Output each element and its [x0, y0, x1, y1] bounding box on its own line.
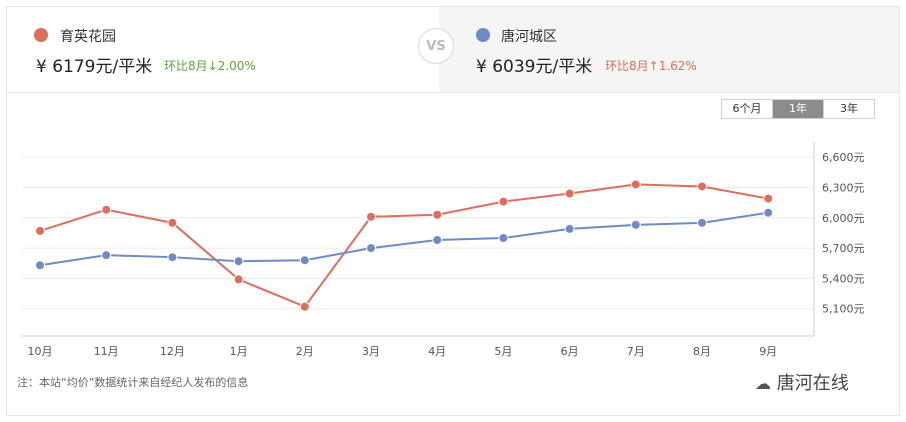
- left-month-change: 环比8月↓2.00%: [164, 59, 256, 73]
- left-community-header: 育英花园 ¥ 6179元/平米 环比8月↓2.00%: [7, 7, 439, 92]
- right-community-header: 唐河城区 ¥ 6039元/平米 环比8月↑1.62%: [439, 7, 899, 92]
- x-tick-label: 7月: [627, 345, 645, 358]
- data-point-series-1: [697, 181, 707, 192]
- x-tick-label: 10月: [28, 345, 53, 358]
- comparison-panel: 育英花园 ¥ 6179元/平米 环比8月↓2.00% 唐河城区 ¥ 6039元/…: [6, 6, 900, 416]
- right-series-dot: [476, 28, 490, 42]
- x-tick-label: 5月: [494, 345, 512, 358]
- x-tick-label: 1月: [230, 345, 248, 358]
- series-line-1: [39, 183, 769, 308]
- data-point-series-2: [366, 243, 376, 254]
- x-tick-label: 3月: [362, 345, 380, 358]
- data-point-series-1: [35, 225, 45, 236]
- x-tick-label: 11月: [94, 345, 119, 358]
- data-point-series-2: [432, 235, 443, 246]
- data-point-series-1: [233, 274, 244, 285]
- right-community-name: 唐河城区: [501, 29, 557, 45]
- data-point-series-2: [564, 223, 575, 234]
- time-range-selector: 6个月 1年 3年: [721, 99, 875, 119]
- data-point-series-1: [498, 196, 509, 207]
- x-tick-label: 12月: [160, 345, 185, 358]
- series-line-2: [39, 211, 769, 267]
- footnote: 注：本站“均价”数据统计来自经纪人发布的信息: [17, 376, 249, 389]
- x-tick-label: 8月: [693, 345, 711, 358]
- data-point-series-1: [101, 204, 112, 215]
- x-tick-label: 9月: [759, 345, 777, 358]
- watermark-text: 唐河在线: [776, 373, 849, 394]
- y-tick-label: 6,000元: [822, 212, 865, 225]
- data-point-series-1: [763, 193, 774, 204]
- range-6-months-button[interactable]: 6个月: [722, 100, 772, 118]
- vs-badge: VS: [418, 28, 454, 64]
- data-point-series-2: [233, 256, 244, 267]
- right-month-change: 环比8月↑1.62%: [605, 59, 697, 73]
- x-tick-label: 2月: [296, 345, 314, 358]
- data-point-series-1: [432, 209, 443, 220]
- range-1-year-button[interactable]: 1年: [772, 100, 823, 118]
- y-tick-label: 6,300元: [822, 181, 865, 194]
- data-point-series-1: [167, 217, 178, 228]
- y-tick-label: 5,400元: [822, 272, 865, 285]
- data-point-series-2: [167, 252, 178, 263]
- data-point-series-2: [101, 250, 112, 261]
- x-tick-label: 6月: [561, 345, 579, 358]
- data-point-series-1: [366, 211, 376, 222]
- y-tick-label: 5,700元: [822, 242, 865, 255]
- data-point-series-2: [299, 255, 310, 266]
- data-point-series-2: [763, 207, 774, 218]
- right-average-price: ¥ 6039元/平米: [476, 57, 593, 77]
- data-point-series-2: [697, 217, 707, 228]
- data-point-series-2: [498, 232, 509, 243]
- wechat-icon: ☁: [755, 374, 771, 393]
- data-point-series-1: [630, 179, 641, 190]
- data-point-series-1: [564, 188, 575, 199]
- range-3-years-button[interactable]: 3年: [823, 100, 874, 118]
- data-point-series-2: [630, 219, 641, 230]
- watermark: ☁ 唐河在线: [755, 369, 849, 395]
- y-tick-label: 5,100元: [822, 303, 865, 316]
- y-tick-label: 6,600元: [822, 151, 865, 164]
- left-average-price: ¥ 6179元/平米: [36, 57, 153, 77]
- data-point-series-1: [299, 301, 310, 312]
- data-point-series-2: [35, 260, 45, 271]
- left-community-name: 育英花园: [60, 29, 116, 45]
- x-tick-label: 4月: [428, 345, 446, 358]
- left-series-dot: [34, 28, 48, 42]
- header-divider: [7, 92, 899, 93]
